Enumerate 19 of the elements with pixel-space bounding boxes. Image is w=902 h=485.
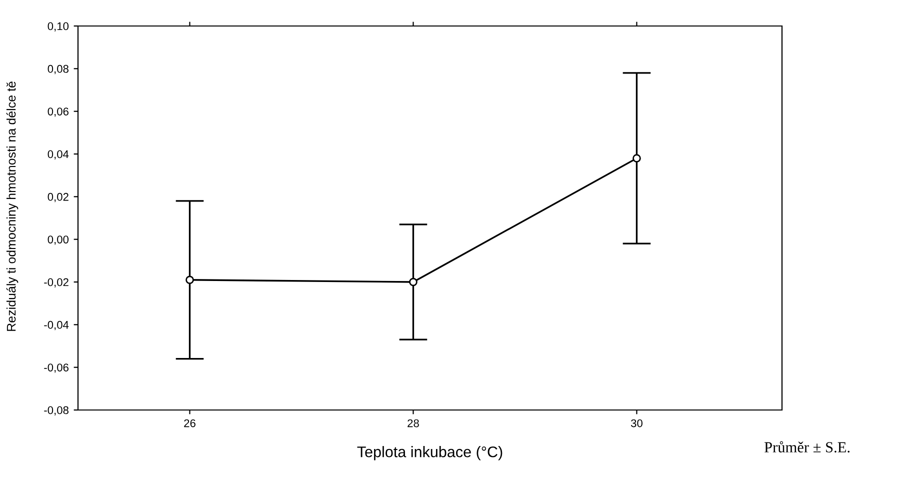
y-axis-title: Reziduály ti odmocniny hmotnosti na délce tě bbox=[6, 82, 18, 331]
y-tick-label: 0,04 bbox=[48, 150, 69, 160]
text: Průměr ± S.E. bbox=[764, 441, 850, 453]
x-tick-label: 28 bbox=[408, 419, 419, 428]
y-tick-label: -0,06 bbox=[44, 364, 68, 373]
y-tick-label: 0,08 bbox=[48, 64, 68, 74]
y-tick-label: 0,10 bbox=[48, 22, 69, 32]
y-tick-label: 0,02 bbox=[48, 192, 68, 202]
x-tick-label: 26 bbox=[184, 419, 196, 428]
point bbox=[409, 278, 418, 286]
x-axis-title: Teplota inkubace (°C) bbox=[357, 446, 502, 460]
y-tick-label: -0,08 bbox=[44, 406, 68, 416]
x-tick-label: 30 bbox=[630, 419, 642, 428]
point bbox=[632, 154, 641, 162]
y-tick-label: -0,04 bbox=[44, 320, 69, 330]
point bbox=[186, 276, 194, 284]
y-tick-label: 0,00 bbox=[48, 236, 69, 245]
y-tick-label: -0,02 bbox=[44, 278, 68, 288]
y-tick-label: 0,06 bbox=[48, 108, 68, 117]
